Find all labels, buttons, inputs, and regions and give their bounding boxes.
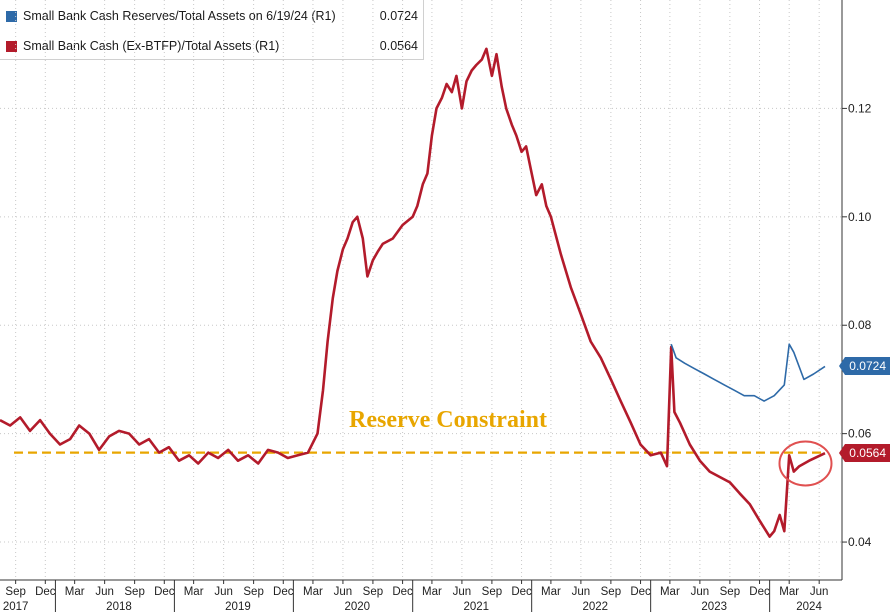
- year-label-1: 2018: [106, 601, 132, 612]
- x-tick-label-1: Dec: [35, 586, 56, 598]
- legend-entry-ex-btfp: Small Bank Cash (Ex-BTFP)/Total Assets (…: [6, 37, 418, 55]
- year-label-7: 2024: [796, 601, 822, 612]
- year-label-4: 2021: [463, 601, 489, 612]
- x-tick-label-22: Mar: [660, 586, 680, 598]
- x-tick-label-25: Dec: [749, 586, 770, 598]
- legend-label-ex-btfp: Small Bank Cash (Ex-BTFP)/Total Assets (…: [23, 39, 280, 53]
- year-label-3: 2020: [344, 601, 370, 612]
- x-tick-label-13: Dec: [392, 586, 413, 598]
- y-tick-label-3: 0.10: [848, 210, 872, 224]
- x-tick-label-2: Mar: [65, 586, 85, 598]
- year-label-0: 2017: [3, 601, 29, 612]
- x-tick-label-27: Jun: [810, 586, 829, 598]
- x-tick-label-23: Jun: [691, 586, 710, 598]
- price-tag-ex-btfp: 0.0564: [839, 444, 890, 463]
- x-tick-label-8: Sep: [243, 586, 263, 598]
- x-tick-label-3: Jun: [95, 586, 114, 598]
- x-tick-label-4: Sep: [124, 586, 144, 598]
- x-tick-label-6: Mar: [184, 586, 204, 598]
- x-tick-label-14: Mar: [422, 586, 442, 598]
- y-tick-label-4: 0.12: [848, 101, 872, 115]
- x-tick-label-19: Jun: [572, 586, 591, 598]
- y-tick-label-2: 0.08: [848, 318, 872, 332]
- series-line-reserves: [670, 343, 826, 402]
- series-line-ex_btfp: [0, 47, 826, 538]
- legend-entry-reserves: Small Bank Cash Reserves/Total Assets on…: [6, 7, 418, 25]
- legend-value-reserves: 0.0724: [379, 9, 418, 23]
- x-tick-label-7: Jun: [214, 586, 233, 598]
- legend-swatch-ex-btfp: [6, 40, 17, 52]
- legend-swatch-reserves: [6, 10, 17, 22]
- x-tick-label-11: Jun: [334, 586, 353, 598]
- year-label-5: 2022: [582, 601, 608, 612]
- highlight-circle: [778, 440, 833, 487]
- y-tick-label-0: 0.04: [848, 535, 872, 549]
- legend-label-reserves: Small Bank Cash Reserves/Total Assets on…: [23, 9, 336, 23]
- reserve-constraint-annotation: Reserve Constraint: [349, 407, 547, 433]
- price-tag-reserves: 0.0724: [839, 357, 890, 376]
- x-tick-label-0: Sep: [5, 586, 25, 598]
- x-tick-label-9: Dec: [273, 586, 294, 598]
- x-tick-label-20: Sep: [601, 586, 621, 598]
- x-tick-label-21: Dec: [630, 586, 651, 598]
- x-tick-label-12: Sep: [363, 586, 383, 598]
- x-tick-label-16: Sep: [482, 586, 502, 598]
- x-tick-label-24: Sep: [720, 586, 740, 598]
- x-tick-label-18: Mar: [541, 586, 561, 598]
- x-tick-label-17: Dec: [511, 586, 532, 598]
- year-label-2: 2019: [225, 601, 251, 612]
- chart-legend: Small Bank Cash Reserves/Total Assets on…: [0, 0, 424, 60]
- year-label-6: 2023: [701, 601, 727, 612]
- legend-value-ex-btfp: 0.0564: [379, 39, 418, 53]
- x-tick-label-26: Mar: [779, 586, 799, 598]
- x-tick-label-5: Dec: [154, 586, 175, 598]
- x-tick-label-15: Jun: [453, 586, 472, 598]
- y-tick-label-1: 0.06: [848, 427, 872, 441]
- x-tick-label-10: Mar: [303, 586, 323, 598]
